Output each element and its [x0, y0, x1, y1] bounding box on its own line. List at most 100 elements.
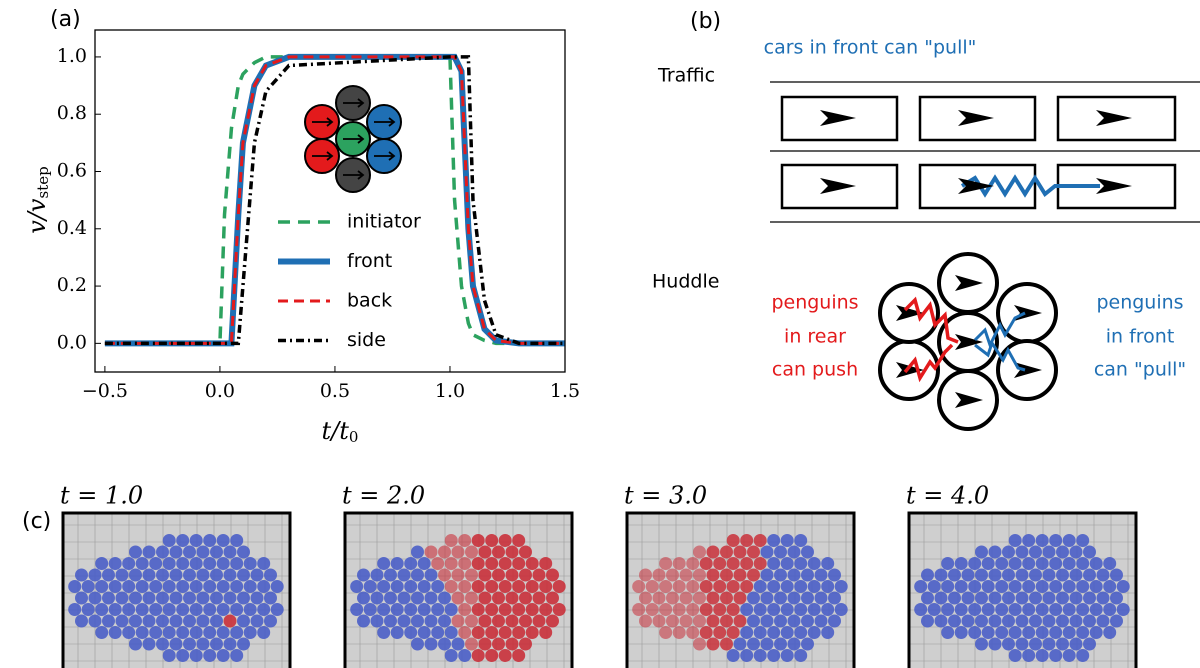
- penguin-dot: [444, 649, 458, 662]
- penguin-dot: [1015, 568, 1029, 582]
- penguin-dot: [1069, 637, 1083, 651]
- penguin-dot: [451, 568, 465, 582]
- penguin-dot: [169, 637, 183, 651]
- penguin-dot: [652, 568, 666, 582]
- penguin-dot: [350, 603, 364, 616]
- y-axis-label: v/vstep: [23, 166, 53, 233]
- penguin-dot: [693, 591, 706, 605]
- penguin-dot: [162, 534, 176, 547]
- penguin-dot: [390, 580, 404, 593]
- penguin-dot: [149, 603, 163, 616]
- penguin-dot: [512, 580, 526, 593]
- penguin-dot: [801, 568, 814, 582]
- penguin-dot: [787, 637, 801, 651]
- penguin-dot: [921, 614, 934, 628]
- penguin-dot: [411, 545, 424, 559]
- penguin-dot: [1049, 534, 1063, 547]
- penguin-dot: [1062, 626, 1076, 639]
- penguin-dot: [210, 591, 223, 605]
- snapshot-title: t = 1.0: [60, 482, 143, 510]
- penguin-dot: [183, 614, 196, 628]
- penguin-dot: [203, 603, 217, 616]
- penguin-dot: [828, 591, 841, 605]
- penguin-dot: [679, 591, 693, 605]
- snapshot-frame: [907, 511, 1138, 668]
- penguin-dot: [639, 614, 652, 628]
- penguin-dot: [1008, 626, 1022, 639]
- penguin-dot: [129, 568, 142, 582]
- penguin-dot: [645, 580, 659, 593]
- penguin-dot: [666, 591, 679, 605]
- penguin-dot: [465, 614, 478, 628]
- penguin-dot: [196, 545, 210, 559]
- penguin-dot: [498, 626, 512, 639]
- penguin-dot: [981, 557, 995, 570]
- x-tick-label: 1.0: [435, 380, 465, 402]
- penguin-dot: [95, 557, 109, 570]
- penguin-dot: [659, 626, 673, 639]
- penguin-dot: [1015, 591, 1029, 605]
- y-tick-label: 0.8: [57, 102, 87, 124]
- penguin-dot: [471, 534, 485, 547]
- line-series: [104, 55, 565, 346]
- penguin-dot: [539, 557, 553, 570]
- penguin-dot: [1116, 580, 1130, 593]
- penguin-dot: [706, 545, 720, 559]
- penguin-dot: [411, 614, 424, 628]
- penguin-dot: [176, 603, 190, 616]
- penguin-dot: [169, 614, 183, 628]
- penguin-dot: [451, 614, 465, 628]
- penguin-dot: [505, 591, 519, 605]
- penguin-dot: [250, 568, 264, 582]
- penguin-dot: [679, 568, 693, 582]
- penguin-dot: [115, 614, 129, 628]
- penguin-dot: [471, 557, 485, 570]
- penguin-dot: [512, 534, 526, 547]
- penguin-dot: [223, 591, 237, 605]
- penguin-dot: [726, 626, 740, 639]
- penguin-dot: [357, 591, 370, 605]
- penguin-dot: [740, 649, 754, 662]
- penguin-dot: [1002, 591, 1015, 605]
- cars: [780, 95, 1177, 210]
- penguin-dot: [350, 580, 364, 593]
- pull-spring: [973, 311, 1026, 349]
- snapshot-frame: [625, 511, 856, 668]
- penguin-dot: [706, 591, 720, 605]
- penguin-dot: [975, 591, 988, 605]
- penguin-dot: [767, 603, 781, 616]
- penguin-dot: [1089, 557, 1103, 570]
- penguin-dot: [196, 568, 210, 582]
- penguin-dot: [794, 534, 808, 547]
- penguin-dot: [142, 637, 156, 651]
- penguin-dot: [747, 591, 760, 605]
- penguin-dot: [699, 626, 713, 639]
- penguin-dot: [142, 591, 156, 605]
- penguin-dot: [1056, 637, 1069, 651]
- penguin-dot: [1110, 568, 1123, 582]
- penguin-dot: [780, 557, 794, 570]
- penguin-dot: [914, 580, 928, 593]
- penguin-dot: [223, 637, 237, 651]
- snapshot: [907, 511, 1138, 668]
- penguin-dot: [801, 614, 814, 628]
- penguin-dot: [539, 603, 553, 616]
- penguin-dot: [243, 626, 257, 639]
- penguin-dot: [257, 603, 271, 616]
- penguin-dot: [546, 568, 559, 582]
- penguin-dot: [726, 603, 740, 616]
- penguin-dot: [706, 568, 720, 582]
- penguin-dot: [1110, 614, 1123, 628]
- penguin-dot: [1056, 568, 1069, 582]
- penguin-dot: [1056, 545, 1069, 559]
- penguin-dot: [115, 591, 129, 605]
- penguin-dot: [954, 603, 968, 616]
- snapshot-title: t = 4.0: [906, 482, 989, 510]
- penguin-dot: [512, 649, 526, 662]
- penguin-dot: [1103, 557, 1117, 570]
- penguin-dot: [438, 545, 451, 559]
- penguin-dot: [801, 545, 814, 559]
- legend-label: side: [347, 329, 386, 351]
- line-series: [104, 55, 565, 345]
- penguin-dot: [377, 603, 391, 616]
